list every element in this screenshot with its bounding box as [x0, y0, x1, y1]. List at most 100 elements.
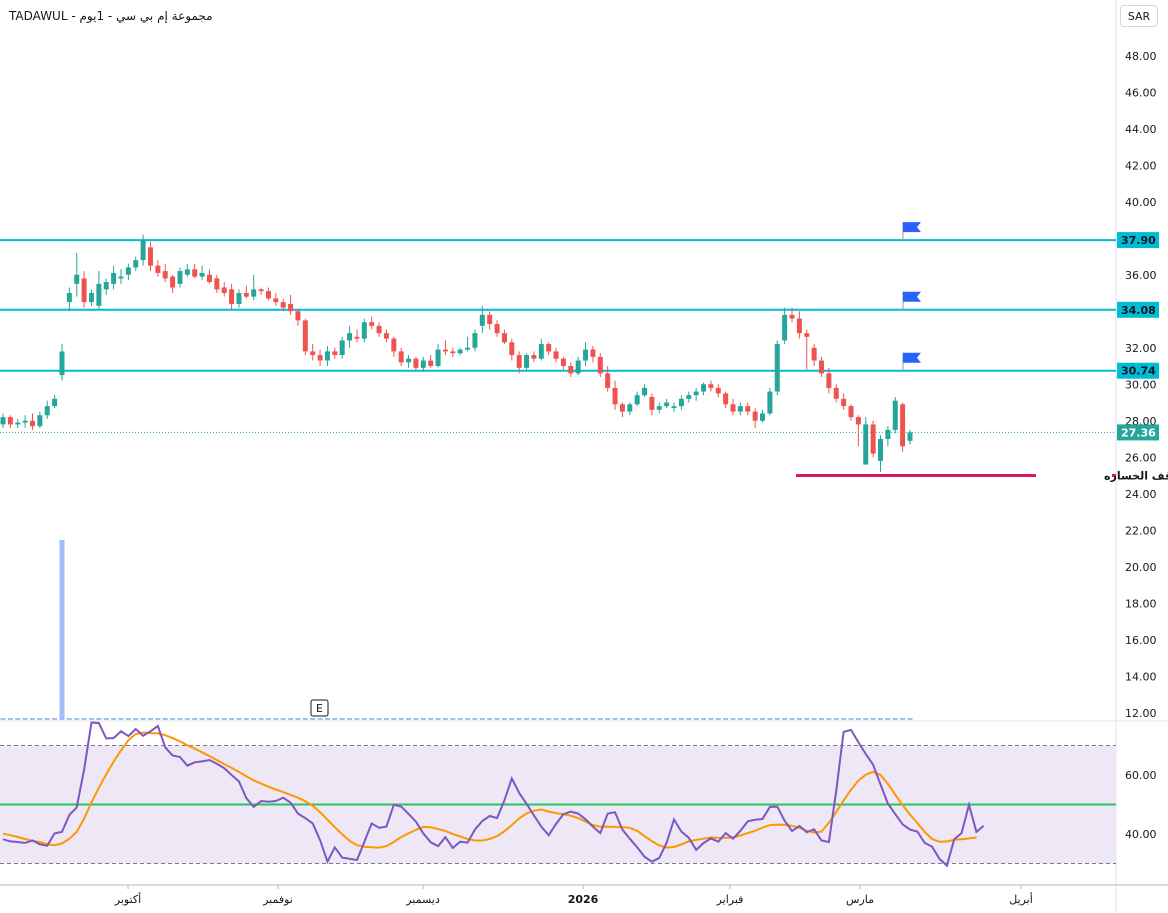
volume-bar	[66, 718, 72, 720]
volume-bar	[317, 718, 323, 720]
time-tick-label: 2026	[568, 893, 599, 906]
volume-bar	[383, 718, 389, 720]
volume-bar	[442, 718, 448, 720]
volume-bar	[649, 718, 655, 720]
price-tick-label: 14.00	[1125, 670, 1157, 683]
candle-body	[251, 289, 257, 297]
candle-body	[501, 333, 507, 343]
candle-body	[442, 349, 448, 352]
volume-bar	[103, 718, 109, 720]
candle-body	[450, 351, 456, 354]
volume-bar	[487, 718, 493, 720]
volume-bar	[855, 718, 861, 720]
stop-loss-label: وقف الخساره	[1104, 470, 1168, 483]
candle-body	[627, 404, 633, 412]
volume-bar	[420, 718, 426, 720]
price-tick-label: 12.00	[1125, 707, 1157, 720]
volume-bar	[634, 718, 640, 720]
candle-body	[37, 415, 43, 427]
candle-body	[170, 276, 176, 288]
volume-bar	[391, 718, 397, 720]
candle-body	[0, 417, 6, 425]
candle-body	[383, 333, 389, 339]
candle-body	[723, 393, 729, 405]
price-tick-label: 46.00	[1125, 86, 1157, 99]
volume-bar	[907, 718, 913, 720]
price-tick-label: 36.00	[1125, 269, 1157, 282]
volume-bar	[288, 718, 294, 720]
candle-body	[199, 272, 205, 277]
earnings-marker-box	[310, 699, 329, 717]
volume-bar	[280, 718, 286, 720]
level-label-bg	[1117, 301, 1159, 318]
price-tick-label: 18.00	[1125, 597, 1157, 610]
volume-bar	[265, 718, 271, 720]
volume-bar	[885, 718, 891, 720]
volume-bar	[0, 718, 6, 720]
volume-bar	[369, 718, 375, 720]
candle-body	[590, 349, 596, 357]
candle-body	[833, 387, 839, 399]
volume-bar	[811, 718, 817, 720]
volume-bar	[155, 718, 161, 720]
volume-bar	[44, 718, 50, 720]
candle-body	[44, 406, 50, 416]
candle-body	[619, 404, 625, 412]
candle-body	[671, 406, 677, 408]
candle-series	[0, 234, 913, 472]
volume-bar	[465, 718, 471, 720]
volume-bar	[472, 718, 478, 720]
candle-body	[568, 366, 574, 374]
time-tick-label: فبراير	[716, 893, 744, 906]
candle-body	[907, 432, 913, 441]
candle-body	[140, 240, 146, 261]
volume-bar	[332, 718, 338, 720]
price-tick-label: 40.00	[1125, 196, 1157, 209]
candle-body	[560, 358, 566, 366]
volume-bar	[133, 718, 139, 720]
price-tick-label: 16.00	[1125, 634, 1157, 647]
flag-icon	[903, 352, 921, 363]
candle-body	[900, 404, 906, 447]
candle-body	[229, 289, 235, 304]
volume-bar	[693, 718, 699, 720]
candle-body	[708, 384, 714, 388]
volume-bar	[428, 718, 434, 720]
volume-bar	[59, 540, 65, 720]
candle-body	[863, 424, 869, 465]
rsi-line	[2, 721, 985, 868]
candle-body	[258, 289, 264, 292]
candle-body	[22, 420, 28, 423]
volume-bar	[671, 718, 677, 720]
volume-bar	[516, 718, 522, 720]
candle-body	[280, 302, 286, 308]
volume-bar	[870, 718, 876, 720]
volume-bar	[833, 718, 839, 720]
volume-bar	[479, 718, 485, 720]
volume-bar	[804, 718, 810, 720]
volume-bar	[324, 718, 330, 720]
candle-body	[649, 397, 655, 410]
volume-bar	[258, 718, 264, 720]
candle-body	[494, 324, 500, 334]
volume-bar	[37, 718, 43, 720]
volume-bar	[686, 718, 692, 720]
candle-body	[369, 322, 375, 326]
volume-bar	[310, 718, 316, 720]
price-tick-label: 24.00	[1125, 488, 1157, 501]
volume-bar	[295, 718, 301, 720]
candle-body	[324, 351, 330, 361]
volume-bar	[737, 718, 743, 720]
currency-button[interactable]: SAR	[1120, 5, 1158, 27]
candle-body	[295, 311, 301, 321]
level-label-bg	[1117, 232, 1159, 249]
level-label: 37.90	[1121, 234, 1156, 247]
volume-bar	[199, 718, 205, 720]
candle-body	[686, 395, 692, 399]
volume-bar	[878, 718, 884, 720]
volume-bar	[354, 718, 360, 720]
candle-body	[192, 269, 198, 277]
volume-bar	[723, 718, 729, 720]
volume-bar	[162, 718, 168, 720]
